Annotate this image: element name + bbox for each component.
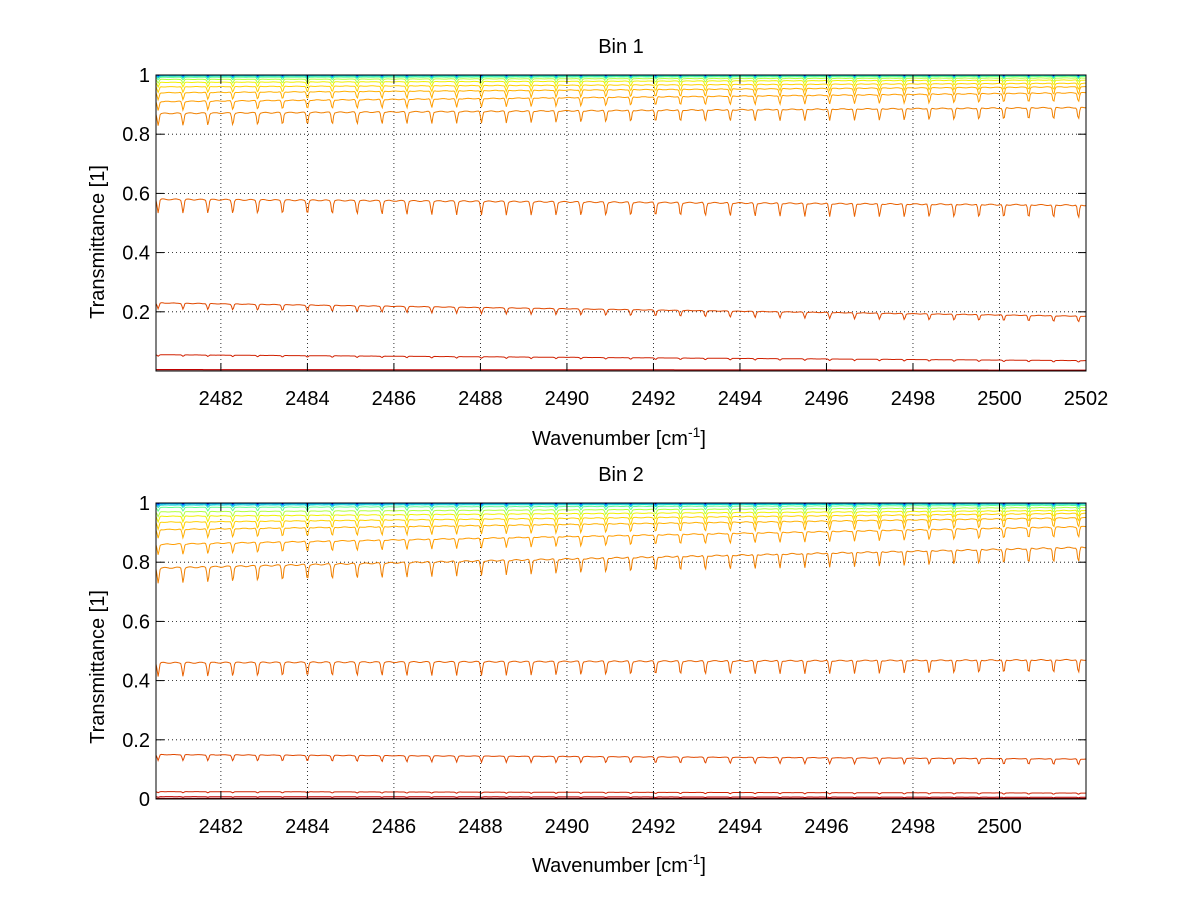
series-line-level-10 [155, 525, 1087, 555]
y-tick-label: 0 [139, 789, 150, 811]
x-tick-label: 2500 [977, 388, 1022, 410]
x-axis-label: Wavenumber [cm-1] [532, 851, 706, 877]
tick-group: 2482 2484 2486 2488 2490 2492 2494 2496 2498 2500… [122, 493, 1086, 838]
series-line-level-6 [155, 506, 1086, 518]
series-line-level-14 [155, 354, 1086, 363]
series-line-level-4 [155, 503, 1086, 509]
series-line-level-7 [155, 79, 1087, 89]
x-tick-label: 2494 [718, 388, 763, 410]
series-line-level-8 [155, 512, 1087, 532]
y-tick-label: 1 [139, 65, 150, 87]
y-tick-label: 0.4 [122, 243, 150, 265]
x-tick-label: 2500 [977, 816, 1022, 838]
x-tick-label: 2496 [804, 816, 849, 838]
plot-frame [155, 74, 1087, 372]
x-tick-label: 2490 [545, 388, 590, 410]
y-tick-label: 0.6 [122, 183, 150, 205]
series-line-level-13 [155, 753, 1087, 766]
x-tick-label: 2488 [458, 816, 503, 838]
grid [156, 75, 1086, 371]
y-tick-label: 0.6 [122, 611, 150, 633]
series-line-level-9 [155, 86, 1086, 102]
x-tick-label: 2496 [804, 388, 849, 410]
x-tick-label: 2492 [631, 816, 676, 838]
series-line-level-15 [156, 369, 1086, 371]
series-line-level-3 [155, 503, 1087, 507]
series-line-level-4 [155, 75, 1086, 79]
x-tick-label: 2484 [285, 388, 330, 410]
x-tick-label: 2502 [1064, 388, 1109, 410]
y-tick-label: 0.2 [122, 730, 150, 752]
series-line-level-5 [155, 75, 1087, 81]
series-line-level-12 [155, 198, 1086, 220]
x-tick-label: 2482 [199, 388, 244, 410]
x-tick-label: 2488 [458, 388, 503, 410]
x-tick-label: 2498 [891, 816, 936, 838]
series-line-level-12 [155, 658, 1087, 677]
x-tick-label: 2490 [545, 816, 590, 838]
series-line-level-7 [155, 509, 1087, 524]
tick-group: 2482 2484 2486 2488 2490 2492 2494 2496 2498 2500… [122, 65, 1108, 410]
x-tick-label: 2498 [891, 388, 936, 410]
series-line-level-11 [155, 106, 1087, 127]
x-tick-label: 2486 [372, 816, 417, 838]
series-line-level-10 [155, 92, 1087, 113]
plot-frame [155, 502, 1087, 800]
y-tick-label: 0.8 [122, 552, 150, 574]
series-line-level-11 [155, 546, 1087, 584]
series-line-level-15 [155, 796, 1086, 799]
x-tick-label: 2492 [631, 388, 676, 410]
chart-title: Bin 2 [598, 464, 644, 486]
series-group [155, 74, 1087, 372]
series-group [155, 502, 1087, 799]
series-line-level-14 [155, 791, 1087, 795]
series-line-level-13 [155, 302, 1087, 323]
x-tick-label: 2486 [372, 388, 417, 410]
y-tick-label: 0.2 [122, 302, 150, 324]
series-line-level-6 [155, 77, 1087, 84]
x-tick-label: 2494 [718, 816, 763, 838]
y-axis-label: Transmittance [1] [87, 590, 109, 744]
series-line-level-8 [155, 82, 1086, 94]
x-axis-label: Wavenumber [cm-1] [532, 424, 706, 450]
y-axis-label: Transmittance [1] [87, 165, 109, 319]
grid [156, 503, 1086, 799]
x-tick-label: 2482 [199, 816, 244, 838]
chart-title: Bin 1 [598, 36, 644, 58]
x-tick-label: 2484 [285, 816, 330, 838]
y-tick-label: 0.4 [122, 671, 150, 693]
series-line-level-9 [155, 517, 1086, 540]
series-line-level-5 [155, 504, 1086, 513]
chart-bin-1: Bin 1 2482 2484 2486 2488 2490 2492 2494 2496 24… [87, 36, 1108, 450]
chart-bin-2: Bin 2 2482 2484 2486 2488 2490 2492 2494 2496 24… [87, 464, 1087, 877]
y-tick-label: 0.8 [122, 124, 150, 146]
y-tick-label: 1 [139, 493, 150, 515]
